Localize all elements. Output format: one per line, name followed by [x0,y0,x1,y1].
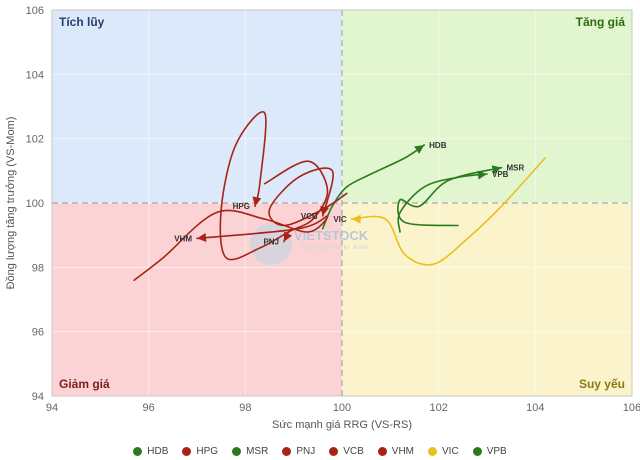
series-trail-line [397,173,488,233]
quadrant-labels: Tích lũy Tăng giá Giảm giá Suy yếu [59,15,625,391]
x-axis-title: Sức mạnh giá RRG (VS-RS) [272,419,412,431]
series-hdb[interactable]: HDB [321,141,447,230]
legend-dot-icon [232,446,242,456]
quadrant-bottom-left [52,203,342,396]
series-label: HPG [233,202,250,211]
legend: HDB HPG MSR PNJ VCB VHM VIC VPB [0,444,640,458]
center-lines [52,10,632,396]
y-tick-label: 100 [26,198,44,210]
legend-dot-icon [472,446,482,456]
legend-item-vhm[interactable]: VHM [377,444,415,458]
series-trail-line [219,110,295,261]
quadrant-label: Tích lũy [59,15,105,29]
x-tick-label: 100 [333,402,351,414]
series-label: PNJ [263,238,279,247]
y-tick-label: 98 [32,262,44,274]
series-arrowhead [197,233,207,243]
series-arrowhead [252,196,262,207]
legend-item-hpg[interactable]: HPG [182,444,218,458]
series-trail-line [321,144,425,230]
quadrant-top-left [52,10,342,203]
y-tick-label: 104 [26,69,44,81]
legend-item-msr[interactable]: MSR [232,444,268,458]
x-tick-label: 96 [143,402,155,414]
series-arrowhead [284,231,293,242]
series-pnj[interactable]: PNJ [263,160,329,247]
x-tick-label: 106 [623,402,640,414]
quadrant-label: Suy yếu [579,377,625,391]
legend-item-vcb[interactable]: VCB [329,444,364,458]
legend-label: VCB [343,445,364,457]
series-arrowhead [351,214,361,224]
legend-item-pnj[interactable]: PNJ [282,444,315,458]
watermark-text: VIETSTOCK [294,228,369,243]
legend-dot-icon [182,446,192,456]
series-arrowhead [320,206,329,216]
series-hpg[interactable]: HPG [219,110,295,261]
legend-label: VIC [442,445,459,457]
watermark-subtext: Tài chính Việt Nam [300,245,369,251]
legend-item-vic[interactable]: VIC [428,444,459,458]
y-axis-title: Đồng lượng tăng trưởng (VS-Mom) [5,117,17,290]
series-vpb[interactable]: VPB [397,170,509,233]
x-tick-label: 98 [239,402,251,414]
x-tick-label: 94 [46,402,58,414]
series-trail-line [133,209,329,281]
legend-item-vpb[interactable]: VPB [472,444,507,458]
series-trails: HDB HPG MSR PNJ VCB VHM VIC VPB [133,110,546,281]
axis-ticks: 94 96 98 100 102 104 106 94 96 98 100 102 104 106 [26,5,640,414]
series-trail-line [350,157,546,266]
legend-dot-icon [428,446,438,456]
legend-dot-icon [377,446,387,456]
series-label: VCB [301,212,318,221]
series-label: VPB [492,170,509,179]
series-vic[interactable]: VIC [333,157,546,266]
series-label: MSR [507,164,525,173]
legend-label: VHM [391,445,415,457]
series-arrowhead [491,165,502,175]
series-arrowhead [414,145,425,154]
y-tick-label: 94 [32,391,44,403]
legend-dot-icon [282,446,292,456]
legend-label: HDB [147,445,169,457]
y-tick-label: 96 [32,327,44,339]
series-vhm[interactable]: VHM [133,209,329,281]
legend-label: HPG [196,445,219,457]
quadrant-label: Tăng giá [576,15,626,29]
legend-label: MSR [246,445,269,457]
series-label: VIC [333,215,347,224]
series-trail-line [263,160,329,243]
quadrant-label: Giảm giá [59,377,110,391]
legend-label: PNJ [296,445,316,457]
y-tick-label: 102 [26,134,44,146]
series-arrowhead [477,170,487,180]
legend-label: VPB [486,445,507,457]
x-tick-label: 104 [526,402,544,414]
legend-dot-icon [133,446,143,456]
x-tick-label: 102 [429,402,447,414]
quadrant-bottom-right [342,203,632,396]
y-tick-label: 106 [26,5,44,17]
quadrant-backgrounds [52,10,632,396]
series-label: VHM [174,234,192,243]
legend-item-hdb[interactable]: HDB [133,444,168,458]
series-vcb[interactable]: VCB [268,167,348,227]
legend-dot-icon [329,446,339,456]
series-label: HDB [429,141,447,150]
